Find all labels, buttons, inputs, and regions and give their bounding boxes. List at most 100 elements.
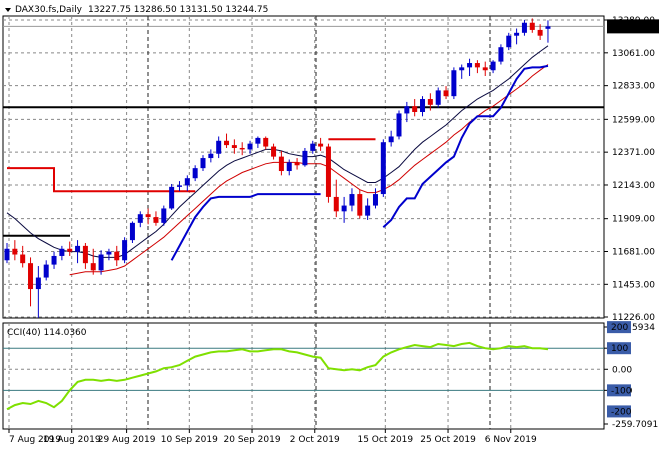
candle [82, 243, 88, 269]
x-tick-label: 29 Aug 2019 [98, 435, 156, 445]
candle-body [372, 194, 378, 206]
candle-body [357, 194, 363, 216]
candle-body [310, 143, 316, 151]
candle [482, 61, 488, 77]
cci-line [6, 341, 549, 411]
candle-body [122, 240, 128, 261]
candle-body [404, 106, 410, 114]
overlay-series-0 [6, 45, 549, 258]
candle [231, 139, 237, 154]
candle-body [82, 245, 88, 264]
candle [216, 136, 222, 159]
candle [161, 205, 167, 226]
candle-body [20, 254, 26, 264]
x-tick-label: 19 Aug 2019 [43, 435, 101, 445]
candle-body [216, 140, 222, 154]
chart-ohlc-label: 13227.75 13286.50 13131.50 13244.75 [88, 5, 268, 15]
candle [137, 211, 143, 228]
x-tick-label: 6 Nov 2019 [485, 435, 537, 445]
candle-body [318, 143, 324, 147]
candle [427, 93, 433, 111]
candle-body [427, 99, 433, 105]
candle-body [67, 248, 73, 252]
candle [184, 175, 190, 192]
candle-body [192, 168, 198, 179]
candle [341, 196, 347, 223]
candle [349, 188, 355, 212]
candle-body [263, 137, 269, 147]
candle-body [231, 145, 237, 148]
candle [467, 58, 473, 77]
candle-body [114, 251, 120, 261]
cci-level-badge [607, 342, 631, 355]
candle-body [208, 153, 214, 159]
candle [12, 240, 18, 261]
candle-body [43, 264, 49, 278]
candle [239, 142, 245, 156]
candle-body [176, 185, 182, 187]
candle [192, 165, 198, 182]
candle [35, 266, 41, 318]
candle-body [349, 194, 355, 206]
cci-level-badge [607, 384, 631, 397]
candle [302, 147, 308, 167]
candle [333, 179, 339, 218]
candle-body [59, 248, 65, 256]
price-tag-label: 13244.75 [610, 22, 653, 32]
cci-level-badge-label: 100 [611, 344, 628, 354]
main-y-tick-label: 11681.00 [612, 247, 655, 257]
candle [365, 198, 371, 220]
candle-body [459, 67, 465, 71]
candle-body [443, 90, 449, 97]
candle [357, 189, 363, 219]
candle-body [537, 29, 543, 36]
candle [325, 143, 331, 203]
candle-body [435, 90, 441, 105]
candle-body [545, 26, 551, 29]
candle-body [506, 35, 512, 48]
candle-body [529, 22, 535, 30]
candle-body [380, 142, 386, 195]
cci-level-badge [607, 405, 631, 418]
overlay-series-2 [170, 64, 549, 261]
candle [529, 18, 535, 33]
candle [176, 181, 182, 192]
x-tick-label: 15 Oct 2019 [357, 435, 413, 445]
candle-body [482, 67, 488, 71]
candle [474, 60, 480, 74]
candle-body [51, 255, 57, 265]
candle-body [12, 248, 18, 255]
candle-body [325, 146, 331, 197]
main-y-tick-label: 12371.00 [612, 148, 655, 158]
main-y-tick-label: 12143.00 [612, 181, 655, 191]
candle-body [106, 251, 112, 255]
candle-body [388, 136, 394, 143]
candle [537, 24, 543, 41]
main-y-tick-label: 11226.00 [612, 313, 655, 323]
candle [28, 257, 34, 307]
main-y-tick-label: 11453.00 [612, 280, 655, 290]
cci-y-tick-label: 0.00 [612, 365, 632, 375]
candle-body [98, 254, 104, 271]
candle [451, 67, 457, 100]
candle [122, 237, 128, 264]
candle-body [514, 32, 520, 36]
main-y-tick-label: 12599.00 [612, 115, 655, 125]
candle-body [333, 196, 339, 212]
candle-body [302, 150, 308, 166]
candle-body [490, 61, 496, 71]
candle-body [420, 99, 426, 112]
cci-y-tick-label: 200.5934 [612, 323, 655, 333]
x-tick-label: 7 Aug 2019 [9, 435, 61, 445]
candle [200, 155, 206, 172]
candle [286, 159, 292, 176]
candle [247, 140, 253, 154]
candle [545, 20, 551, 43]
candle-body [90, 263, 96, 271]
price-tag-bg [607, 19, 659, 34]
candle [318, 137, 324, 151]
candle [145, 208, 151, 225]
candle-body [467, 63, 473, 68]
candle-body [129, 222, 135, 241]
x-tick-label: 2 Oct 2019 [290, 435, 340, 445]
